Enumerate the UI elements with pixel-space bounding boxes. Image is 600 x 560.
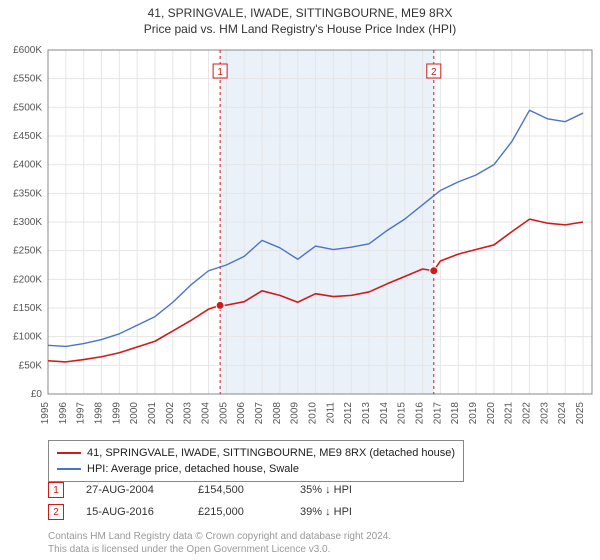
- svg-text:2008: 2008: [272, 402, 283, 425]
- svg-text:£0: £0: [31, 389, 43, 400]
- svg-text:2009: 2009: [290, 402, 301, 425]
- svg-text:2003: 2003: [183, 402, 194, 425]
- svg-text:2013: 2013: [361, 402, 372, 425]
- legend-item-hpi: HPI: Average price, detached house, Swal…: [57, 461, 455, 477]
- svg-text:2021: 2021: [504, 402, 515, 425]
- event-row-2: 2 15-AUG-2016 £215,000 39% ↓ HPI: [48, 504, 352, 520]
- svg-text:1996: 1996: [58, 402, 69, 425]
- chart-titles: 41, SPRINGVALE, IWADE, SITTINGBOURNE, ME…: [0, 0, 600, 36]
- svg-text:2014: 2014: [379, 402, 390, 425]
- event-pct-2: 39% ↓ HPI: [300, 506, 352, 518]
- legend: 41, SPRINGVALE, IWADE, SITTINGBOURNE, ME…: [48, 440, 464, 482]
- svg-text:2006: 2006: [236, 402, 247, 425]
- svg-text:2007: 2007: [254, 402, 265, 425]
- svg-text:£150K: £150K: [13, 303, 42, 314]
- svg-text:2019: 2019: [468, 402, 479, 425]
- svg-text:2: 2: [431, 67, 437, 78]
- svg-text:2017: 2017: [432, 402, 443, 425]
- svg-text:1995: 1995: [40, 402, 51, 425]
- event-price-1: £154,500: [198, 484, 278, 496]
- svg-text:2000: 2000: [129, 402, 140, 425]
- title-address: 41, SPRINGVALE, IWADE, SITTINGBOURNE, ME…: [0, 6, 600, 20]
- svg-text:2002: 2002: [165, 402, 176, 425]
- footer-line1: Contains HM Land Registry data © Crown c…: [48, 530, 391, 543]
- svg-text:2012: 2012: [343, 402, 354, 425]
- svg-text:1999: 1999: [111, 402, 122, 425]
- event-row-1: 1 27-AUG-2004 £154,500 35% ↓ HPI: [48, 482, 352, 498]
- svg-text:£600K: £600K: [13, 45, 42, 56]
- svg-text:£300K: £300K: [13, 217, 42, 228]
- event-date-1: 27-AUG-2004: [86, 484, 176, 496]
- svg-text:£500K: £500K: [13, 102, 42, 113]
- event-date-2: 15-AUG-2016: [86, 506, 176, 518]
- svg-text:2020: 2020: [486, 402, 497, 425]
- svg-text:1997: 1997: [76, 402, 87, 425]
- event-pct-1: 35% ↓ HPI: [300, 484, 352, 496]
- event-marker-1: 1: [48, 482, 64, 498]
- legend-label-property: 41, SPRINGVALE, IWADE, SITTINGBOURNE, ME…: [87, 445, 455, 461]
- svg-text:£400K: £400K: [13, 160, 42, 171]
- svg-text:£550K: £550K: [13, 74, 42, 85]
- svg-text:2001: 2001: [147, 402, 158, 425]
- svg-text:£200K: £200K: [13, 274, 42, 285]
- chart-area: £0 £50K £100K £150K £200K £250K £300K £350K £400…: [0, 44, 600, 434]
- svg-text:1998: 1998: [94, 402, 105, 425]
- chart-svg: £0 £50K £100K £150K £200K £250K £300K £350K £400…: [0, 44, 600, 434]
- legend-label-hpi: HPI: Average price, detached house, Swal…: [87, 461, 299, 477]
- svg-text:£50K: £50K: [19, 360, 43, 371]
- svg-text:£250K: £250K: [13, 246, 42, 257]
- svg-text:2025: 2025: [575, 402, 586, 425]
- event-price-2: £215,000: [198, 506, 278, 518]
- events-table: 1 27-AUG-2004 £154,500 35% ↓ HPI 2 15-AU…: [48, 482, 352, 526]
- root: 41, SPRINGVALE, IWADE, SITTINGBOURNE, ME…: [0, 0, 600, 560]
- svg-text:£450K: £450K: [13, 131, 42, 142]
- svg-text:2010: 2010: [308, 402, 319, 425]
- svg-text:2023: 2023: [539, 402, 550, 425]
- svg-text:2024: 2024: [557, 402, 568, 425]
- footer-line2: This data is licensed under the Open Gov…: [48, 543, 391, 556]
- svg-text:2004: 2004: [201, 402, 212, 425]
- svg-text:2011: 2011: [325, 402, 336, 424]
- event-marker-2: 2: [48, 504, 64, 520]
- svg-text:2005: 2005: [218, 402, 229, 425]
- svg-text:£100K: £100K: [13, 332, 42, 343]
- svg-text:1: 1: [217, 67, 223, 78]
- svg-text:2015: 2015: [397, 402, 408, 425]
- footer-attribution: Contains HM Land Registry data © Crown c…: [48, 530, 391, 556]
- svg-text:2022: 2022: [522, 402, 533, 425]
- legend-swatch-hpi: [57, 468, 81, 470]
- svg-text:2018: 2018: [450, 402, 461, 425]
- title-subtitle: Price paid vs. HM Land Registry's House …: [0, 22, 600, 36]
- svg-text:2016: 2016: [415, 402, 426, 425]
- legend-swatch-property: [57, 452, 81, 454]
- svg-text:£350K: £350K: [13, 188, 42, 199]
- legend-item-property: 41, SPRINGVALE, IWADE, SITTINGBOURNE, ME…: [57, 445, 455, 461]
